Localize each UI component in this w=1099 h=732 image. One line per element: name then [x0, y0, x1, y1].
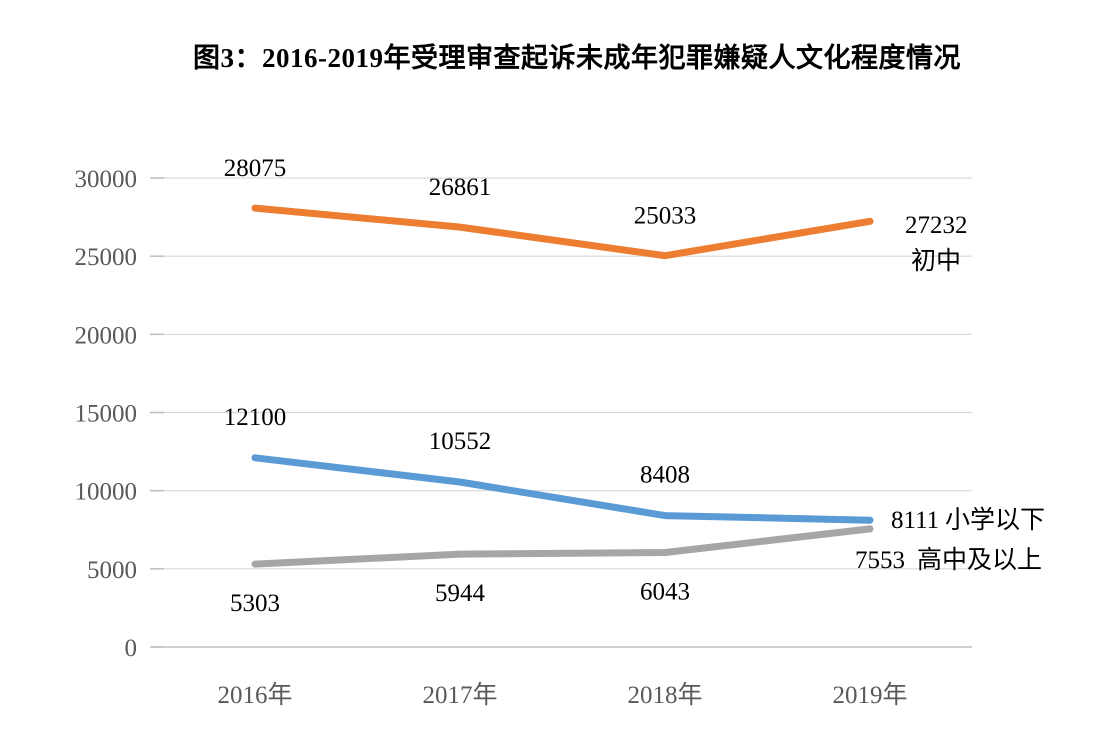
series-name-label: 初中	[911, 247, 961, 275]
chart-title: 图3：2016-2019年受理审查起诉未成年犯罪嫌疑人文化程度情况	[193, 43, 961, 73]
end-labels: 27232 初中 8111 小学以下 7553 高中及以上	[855, 212, 1045, 574]
data-label: 25033	[634, 203, 697, 230]
y-axis-labels: 0 5000 10000 15000 20000 25000 30000	[75, 166, 138, 662]
data-label: 10552	[429, 428, 492, 455]
series-line-小学以下	[251, 454, 874, 524]
data-label: 28075	[224, 155, 287, 182]
data-label: 12100	[224, 404, 287, 431]
y-tick-label: 20000	[75, 322, 138, 349]
data-label: 5303	[230, 590, 280, 617]
data-label: 26861	[429, 174, 492, 201]
y-tick-label: 5000	[87, 557, 137, 584]
data-label: 8111	[891, 507, 939, 534]
x-tick-label: 2018年	[627, 681, 702, 709]
y-tick-label: 0	[125, 635, 138, 662]
data-labels: 28075 26861 25033 12100 10552 8408 5303 5944 604…	[224, 155, 697, 617]
data-label: 8408	[640, 462, 690, 489]
data-label: 6043	[640, 579, 690, 606]
data-label: 27232	[905, 212, 968, 239]
data-label: 5944	[435, 580, 486, 607]
series-name-label: 小学以下	[945, 506, 1045, 534]
y-tick-label: 10000	[75, 479, 138, 506]
series-line-高中及以上	[251, 525, 874, 568]
gridlines	[153, 177, 972, 648]
series-line-初中	[251, 204, 874, 260]
y-axis-ticks	[150, 177, 164, 648]
x-tick-label: 2017年	[422, 681, 497, 709]
series-name-label: 高中及以上	[917, 546, 1042, 574]
series-lines	[251, 204, 874, 568]
y-tick-label: 25000	[75, 244, 138, 271]
data-label: 7553	[855, 547, 905, 574]
y-tick-label: 15000	[75, 401, 138, 428]
x-axis-labels: 2016年 2017年 2018年 2019年	[217, 681, 907, 709]
x-tick-label: 2019年	[832, 681, 907, 709]
x-tick-label: 2016年	[217, 681, 292, 709]
y-tick-label: 30000	[75, 166, 138, 193]
